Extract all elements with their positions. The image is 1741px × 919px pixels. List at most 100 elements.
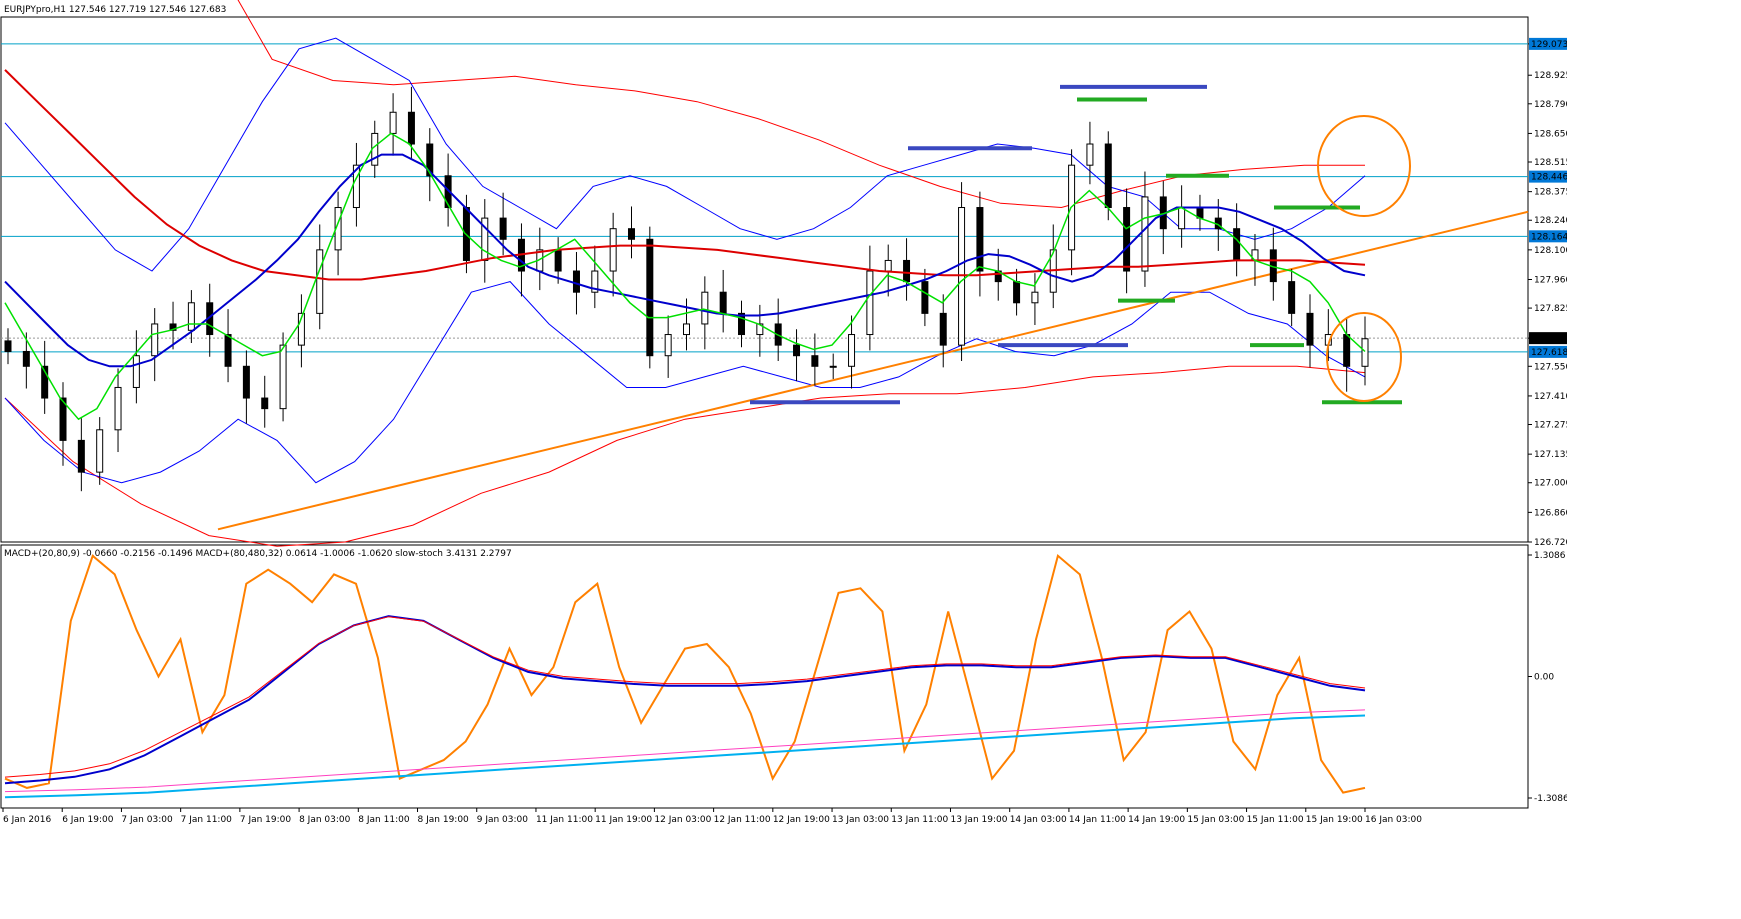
time-tick-label: 8 Jan 19:00 bbox=[418, 815, 470, 825]
candle-body bbox=[96, 429, 104, 473]
time-tick-label: 15 Jan 03:00 bbox=[1187, 815, 1244, 825]
level-price-label: 129.073 bbox=[1531, 40, 1567, 50]
bollinger-red-lower-line bbox=[4, 365, 1366, 547]
candle-body bbox=[1104, 143, 1112, 209]
time-tick-label: 12 Jan 03:00 bbox=[654, 815, 711, 825]
time-tick-label: 13 Jan 19:00 bbox=[950, 815, 1007, 825]
level-price-label: 127.618 bbox=[1531, 348, 1567, 358]
price-tick-label: 127.000 bbox=[1534, 479, 1567, 489]
candle-body bbox=[242, 365, 250, 399]
time-tick-label: 6 Jan 2016 bbox=[3, 815, 51, 825]
time-tick-label: 12 Jan 11:00 bbox=[714, 815, 771, 825]
candle-body bbox=[829, 365, 837, 368]
candle-body bbox=[591, 270, 599, 293]
current-price-tag bbox=[1529, 332, 1567, 345]
bollinger-red-upper-line bbox=[237, 0, 1365, 209]
candle-body bbox=[958, 207, 966, 346]
highlight-circle-upper bbox=[1317, 115, 1411, 217]
price-tick-label: 127.275 bbox=[1534, 421, 1567, 431]
candle-body bbox=[22, 350, 30, 367]
candle-body bbox=[1141, 196, 1149, 272]
macd-tick-label: 1.3086 bbox=[1534, 551, 1566, 561]
candle-body bbox=[41, 365, 49, 399]
candle-body bbox=[1086, 143, 1094, 166]
candle-body bbox=[1031, 291, 1039, 304]
macd-tick-label: -1.3086 bbox=[1534, 794, 1567, 804]
candle-body bbox=[426, 143, 434, 177]
candle-body bbox=[169, 323, 177, 331]
candle-body bbox=[976, 207, 984, 272]
candle-body bbox=[1178, 207, 1186, 230]
price-tick-label: 127.410 bbox=[1534, 392, 1567, 402]
level-price-tag bbox=[1529, 170, 1567, 183]
time-tick-label: 7 Jan 03:00 bbox=[121, 815, 173, 825]
candle-body bbox=[866, 270, 874, 336]
candle-body bbox=[1343, 334, 1351, 367]
bollinger-lower-line bbox=[4, 281, 1366, 484]
candle-body bbox=[279, 344, 287, 410]
candle-body bbox=[444, 175, 452, 209]
price-tick-label: 128.375 bbox=[1534, 188, 1567, 198]
candle-body bbox=[719, 291, 727, 314]
macd-tick-label: 0.00 bbox=[1534, 673, 1554, 683]
candle-body bbox=[1361, 338, 1369, 367]
level-price-label: 128.164 bbox=[1531, 232, 1567, 242]
candle-body bbox=[701, 291, 709, 325]
macd-signal-line bbox=[4, 616, 1366, 778]
price-tick-label: 126.720 bbox=[1534, 538, 1567, 548]
candle-body bbox=[848, 334, 856, 367]
price-chart-svg[interactable]: EURJPYpro,H1 127.546 127.719 127.546 127… bbox=[0, 0, 1567, 828]
candle-body bbox=[77, 439, 85, 473]
price-tick-label: 128.100 bbox=[1534, 246, 1567, 256]
candle-body bbox=[1233, 228, 1241, 261]
candle-body bbox=[1306, 312, 1314, 346]
macd-header: MACD+(20,80,9) -0.0660 -0.2156 -0.1496 M… bbox=[4, 549, 512, 559]
chart-window: EURJPYpro,H1 127.546 127.719 127.546 127… bbox=[0, 0, 1567, 828]
candle-body bbox=[224, 334, 232, 367]
price-tick-label: 126.860 bbox=[1534, 508, 1567, 518]
ma-fast-green-line bbox=[4, 132, 1366, 421]
candle-body bbox=[59, 397, 67, 441]
level-price-label: 128.446 bbox=[1531, 173, 1567, 183]
price-panel-frame bbox=[0, 16, 1529, 543]
candle-body bbox=[132, 355, 140, 388]
candle-body bbox=[316, 249, 324, 314]
candle-body bbox=[646, 238, 654, 357]
time-tick-label: 12 Jan 19:00 bbox=[773, 815, 830, 825]
price-tick-label: 127.825 bbox=[1534, 304, 1567, 314]
candle-body bbox=[683, 323, 690, 336]
highlight-circle-lower bbox=[1326, 312, 1402, 402]
macd-fast-line bbox=[4, 615, 1366, 785]
time-tick-label: 8 Jan 11:00 bbox=[358, 815, 410, 825]
candle-body bbox=[4, 340, 12, 352]
candle-body bbox=[187, 302, 195, 331]
macd-slow-line bbox=[4, 714, 1366, 799]
candle-body bbox=[921, 281, 929, 314]
candle-body bbox=[939, 312, 947, 346]
candle-body bbox=[609, 228, 617, 272]
ma-red-line bbox=[4, 69, 1366, 281]
time-tick-label: 14 Jan 19:00 bbox=[1128, 815, 1185, 825]
candle-body bbox=[352, 164, 360, 209]
price-tick-label: 128.240 bbox=[1534, 216, 1567, 226]
level-price-tag bbox=[1529, 230, 1567, 243]
time-tick-label: 11 Jan 11:00 bbox=[536, 815, 593, 825]
candle-body bbox=[1123, 207, 1131, 272]
candle-body bbox=[572, 270, 580, 293]
bollinger-upper-line bbox=[4, 37, 1366, 272]
time-tick-label: 7 Jan 11:00 bbox=[181, 815, 233, 825]
time-tick-label: 15 Jan 11:00 bbox=[1247, 815, 1304, 825]
time-tick-label: 13 Jan 03:00 bbox=[832, 815, 889, 825]
candle-body bbox=[903, 259, 911, 283]
candle-body bbox=[884, 259, 892, 272]
time-tick-label: 13 Jan 11:00 bbox=[891, 815, 948, 825]
time-tick-label: 7 Jan 19:00 bbox=[240, 815, 292, 825]
price-tick-label: 128.790 bbox=[1534, 100, 1567, 110]
level-price-tag bbox=[1529, 37, 1567, 50]
price-tick-label: 127.135 bbox=[1534, 450, 1567, 460]
ma-blue-line bbox=[4, 153, 1366, 368]
time-tick-label: 14 Jan 11:00 bbox=[1069, 815, 1126, 825]
candle-body bbox=[1013, 281, 1021, 304]
time-tick-label: 15 Jan 19:00 bbox=[1306, 815, 1363, 825]
candle-body bbox=[664, 334, 672, 357]
